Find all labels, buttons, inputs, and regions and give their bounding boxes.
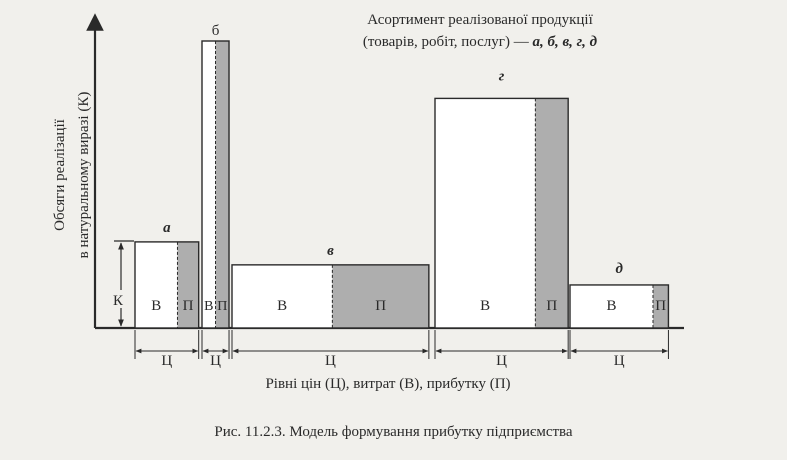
- bar-3-cost: [232, 264, 333, 328]
- bar-3-letter: в: [327, 243, 334, 259]
- bar-3-profit-label: П: [375, 298, 386, 314]
- bar-5-profit: [652, 284, 669, 328]
- bar-5-cost: [570, 284, 653, 328]
- price-label-5: Ц: [614, 353, 625, 369]
- bar-4-profit: [535, 98, 569, 329]
- price-label-4: Ц: [496, 353, 507, 369]
- k-label: К: [113, 293, 124, 309]
- bar-5-cost-label: В: [606, 298, 616, 314]
- bar-1-cost-label: В: [151, 298, 161, 314]
- bar-5-outline: [569, 284, 670, 329]
- title-line2-prefix: (товарів, робіт, послуг) —: [362, 34, 533, 50]
- title-line2-letters: а, б, в, г, д: [532, 34, 598, 50]
- title-line1: Асортимент реалізованої продукції: [367, 12, 593, 28]
- bar-3-cost-label: В: [277, 298, 287, 314]
- bar-4-letter: г: [499, 68, 505, 84]
- bar-1-cost: [135, 241, 178, 328]
- bar-1-profit-label: П: [183, 298, 194, 314]
- bar-5-profit-label: П: [655, 298, 666, 314]
- bar-1-profit: [177, 241, 199, 328]
- bar-2-profit-label: П: [217, 299, 227, 314]
- figure-caption: Рис. 11.2.3. Модель формування прибутку …: [214, 424, 573, 440]
- bar-4-cost: [435, 98, 536, 329]
- price-label-2: Ц: [210, 353, 221, 369]
- bar-4-outline: [434, 97, 569, 329]
- x-axis-label: Рівні цін (Ц), витрат (В), прибутку (П): [265, 376, 510, 392]
- price-label-3: Ц: [325, 353, 336, 369]
- bar-4-cost-label: В: [480, 298, 490, 314]
- y-axis-label-line2: в натуральному виразі (К): [76, 92, 92, 259]
- bar-2-profit: [215, 41, 230, 328]
- bar-1-letter: а: [163, 220, 171, 236]
- product-bars: аВ ПбВ ПвВ ПгВ ПдВ П: [134, 23, 670, 329]
- bar-2-cost: [202, 41, 216, 328]
- price-label-1: Ц: [161, 353, 172, 369]
- bar-2-cost-label: В: [204, 299, 213, 314]
- bar-4-profit-label: П: [546, 298, 557, 314]
- title-line2: (товарів, робіт, послуг) — а, б, в, г, д: [300, 34, 660, 51]
- bar-3-profit: [332, 264, 429, 328]
- y-axis-label-line1: Обсяги реалізації: [52, 118, 68, 231]
- bar-3-outline: [231, 264, 430, 329]
- k-label-bg: [109, 290, 127, 308]
- bar-1-outline: [134, 241, 200, 329]
- bar-5-letter: д: [615, 261, 623, 277]
- bar-2-letter: б: [212, 23, 220, 39]
